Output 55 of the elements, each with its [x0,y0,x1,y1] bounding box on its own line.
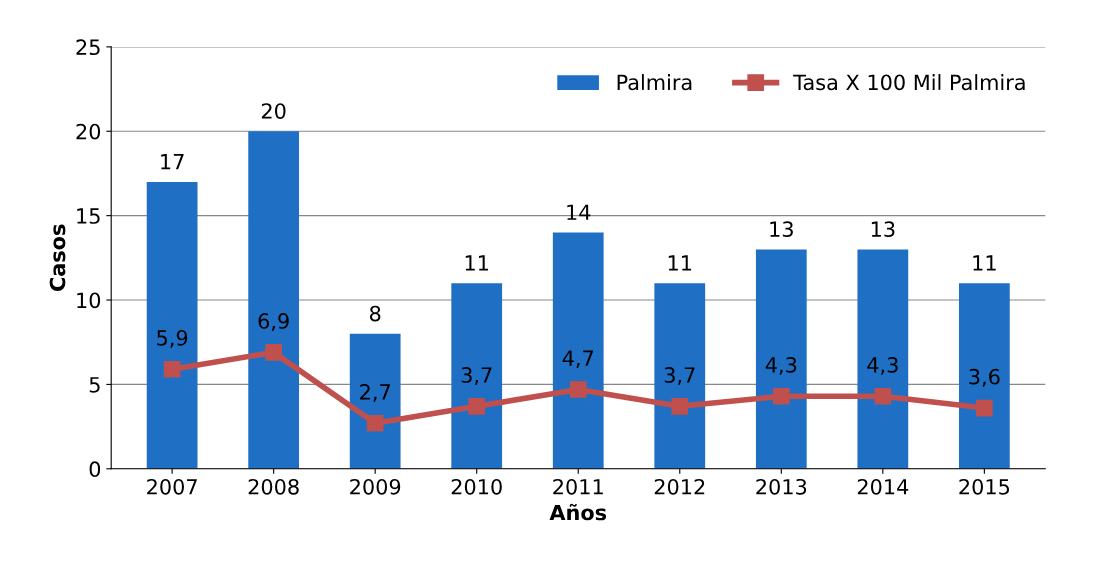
y-tick-label: 20 [76,123,101,140]
bar [654,283,706,469]
bar [248,131,300,469]
x-tick-label: 2013 [756,478,807,495]
y-tick-label: 15 [77,208,100,224]
data-label: 3,6 [969,368,1000,387]
legend-label: Tasa X 100 Mil Palmira [793,74,1025,91]
y-tick-label: 10 [77,292,101,309]
point [874,387,892,405]
bar [552,232,604,469]
x-tick-label: 2007 [147,478,197,495]
data-label: 13 [770,221,793,238]
x-tick-label: 2008 [248,478,299,495]
data-label: 4,3 [867,356,898,375]
data-label: 11 [668,255,692,271]
bar [958,283,1010,469]
point [366,414,384,432]
data-label: 4,7 [562,350,594,369]
x-tick-label: 2010 [451,478,502,495]
data-label: 3,7 [461,367,492,385]
point [772,387,790,405]
y-tick-label: 0 [89,461,101,478]
y-tick-label: 5 [89,377,100,393]
x-tick-label: 2011 [553,478,603,495]
x-tick-label: 2014 [857,478,909,495]
data-label: 6,9 [258,313,289,331]
x-tick-label: 2012 [654,478,705,495]
bar [755,249,807,469]
data-label: 4,3 [765,356,797,375]
point [265,344,282,361]
bar [146,181,198,469]
data-label: 11 [973,255,996,271]
data-label: 13 [871,221,895,238]
y-tick-label: 25 [76,39,100,56]
bar [451,283,503,469]
point [671,398,689,415]
bar [349,333,401,469]
point [976,399,993,417]
x-tick-label: 2015 [959,478,1010,495]
data-label: 17 [161,154,184,170]
data-label: 11 [465,255,489,271]
data-label: 14 [567,204,591,220]
x-tick-label: 2009 [350,478,401,495]
point [468,398,486,415]
data-label: 5,9 [157,329,188,348]
legend-label: Palmira [617,74,692,91]
point [569,381,587,398]
data-label: 8 [369,305,381,322]
data-label: 20 [261,103,286,119]
bar [857,249,909,469]
point [163,360,181,378]
data-label: 2,7 [360,383,390,402]
x-axis-title: Años [549,503,607,521]
data-label: 3,7 [664,367,695,385]
y-axis-title: Casos [49,224,66,292]
